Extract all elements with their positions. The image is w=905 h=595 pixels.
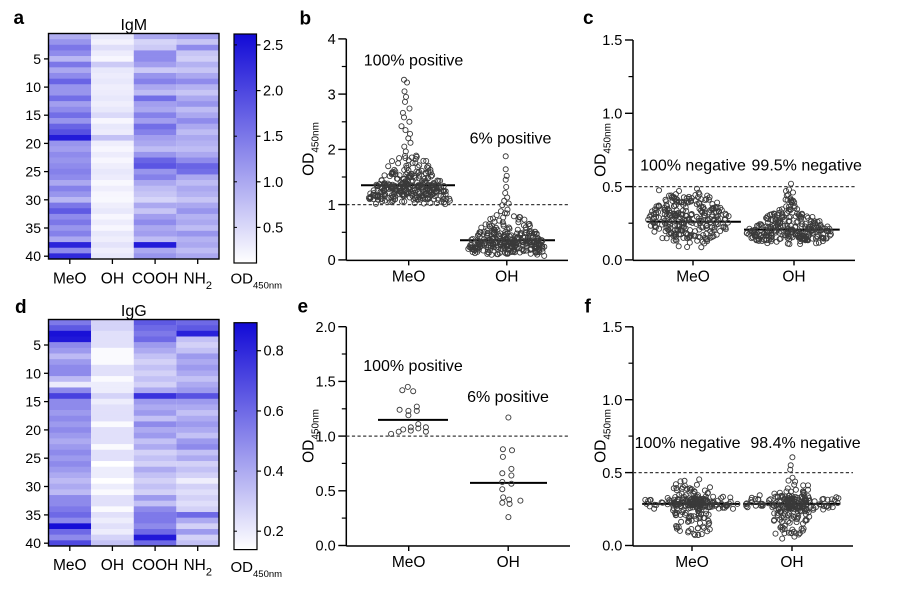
svg-text:MeO: MeO bbox=[676, 269, 710, 286]
svg-text:4: 4 bbox=[328, 32, 336, 48]
svg-text:25: 25 bbox=[25, 164, 41, 180]
svg-text:1.5: 1.5 bbox=[602, 33, 622, 49]
svg-text:15: 15 bbox=[25, 394, 41, 410]
svg-text:OH: OH bbox=[782, 269, 805, 286]
svg-text:40: 40 bbox=[25, 248, 41, 264]
svg-text:1.5: 1.5 bbox=[316, 375, 336, 391]
svg-text:10: 10 bbox=[25, 365, 41, 381]
svg-text:0.0: 0.0 bbox=[602, 539, 622, 555]
svg-text:COOH: COOH bbox=[132, 271, 179, 288]
svg-text:OH: OH bbox=[101, 557, 124, 574]
svg-text:5: 5 bbox=[33, 51, 41, 67]
svg-text:0.5: 0.5 bbox=[602, 466, 622, 482]
svg-text:20: 20 bbox=[25, 422, 41, 438]
svg-text:NH2: NH2 bbox=[183, 557, 212, 579]
svg-text:1.5: 1.5 bbox=[602, 320, 622, 336]
svg-text:100% positive: 100% positive bbox=[364, 53, 464, 70]
svg-text:MeO: MeO bbox=[392, 554, 426, 571]
svg-text:0.0: 0.0 bbox=[602, 253, 622, 269]
svg-text:1.0: 1.0 bbox=[602, 393, 622, 409]
svg-text:1.0: 1.0 bbox=[316, 429, 336, 445]
svg-text:0: 0 bbox=[328, 253, 336, 269]
svg-text:15: 15 bbox=[25, 107, 41, 123]
svg-text:30: 30 bbox=[25, 192, 41, 208]
svg-text:IgG: IgG bbox=[121, 303, 147, 320]
svg-text:40: 40 bbox=[25, 535, 41, 551]
svg-text:MeO: MeO bbox=[53, 271, 87, 288]
svg-text:0.2: 0.2 bbox=[264, 524, 284, 540]
svg-text:OH: OH bbox=[780, 554, 803, 571]
svg-text:0.5: 0.5 bbox=[602, 180, 622, 196]
svg-text:0.5: 0.5 bbox=[316, 484, 336, 500]
svg-text:6% positive: 6% positive bbox=[467, 389, 549, 406]
svg-text:35: 35 bbox=[25, 220, 41, 236]
svg-text:6% positive: 6% positive bbox=[470, 131, 552, 148]
svg-text:100% negative: 100% negative bbox=[640, 157, 746, 174]
svg-text:OH: OH bbox=[101, 271, 124, 288]
svg-text:IgM: IgM bbox=[120, 17, 147, 34]
svg-text:1.0: 1.0 bbox=[263, 175, 283, 191]
svg-text:MeO: MeO bbox=[53, 557, 87, 574]
svg-text:f: f bbox=[585, 297, 592, 318]
svg-text:100% negative: 100% negative bbox=[635, 435, 741, 452]
svg-text:100% positive: 100% positive bbox=[363, 358, 463, 375]
svg-text:COOH: COOH bbox=[132, 557, 179, 574]
svg-text:e: e bbox=[298, 297, 309, 318]
svg-text:5: 5 bbox=[33, 337, 41, 353]
svg-text:99.5% negative: 99.5% negative bbox=[752, 157, 862, 174]
svg-text:2.5: 2.5 bbox=[263, 38, 283, 54]
svg-text:0.0: 0.0 bbox=[316, 539, 336, 555]
svg-text:0.6: 0.6 bbox=[264, 404, 284, 420]
svg-text:0.4: 0.4 bbox=[264, 464, 284, 480]
svg-text:1: 1 bbox=[328, 198, 336, 214]
svg-text:35: 35 bbox=[25, 507, 41, 523]
svg-text:25: 25 bbox=[25, 450, 41, 466]
svg-text:2.0: 2.0 bbox=[316, 320, 336, 336]
svg-text:0.5: 0.5 bbox=[263, 220, 283, 236]
svg-text:MeO: MeO bbox=[392, 269, 426, 286]
svg-text:d: d bbox=[15, 297, 27, 318]
svg-text:0.8: 0.8 bbox=[264, 344, 284, 360]
svg-text:10: 10 bbox=[25, 79, 41, 95]
svg-text:1.0: 1.0 bbox=[602, 107, 622, 123]
svg-text:30: 30 bbox=[25, 479, 41, 495]
svg-text:20: 20 bbox=[25, 135, 41, 151]
svg-text:2.0: 2.0 bbox=[263, 84, 283, 100]
svg-text:2: 2 bbox=[328, 143, 336, 159]
svg-text:OH: OH bbox=[497, 554, 520, 571]
svg-text:NH2: NH2 bbox=[183, 271, 212, 293]
svg-text:98.4% negative: 98.4% negative bbox=[750, 435, 860, 452]
svg-text:OH: OH bbox=[495, 269, 518, 286]
svg-text:c: c bbox=[583, 8, 594, 29]
svg-text:1.5: 1.5 bbox=[263, 129, 283, 145]
svg-text:b: b bbox=[300, 8, 312, 29]
svg-text:3: 3 bbox=[328, 87, 336, 103]
svg-text:a: a bbox=[14, 8, 25, 29]
svg-text:MeO: MeO bbox=[675, 554, 709, 571]
